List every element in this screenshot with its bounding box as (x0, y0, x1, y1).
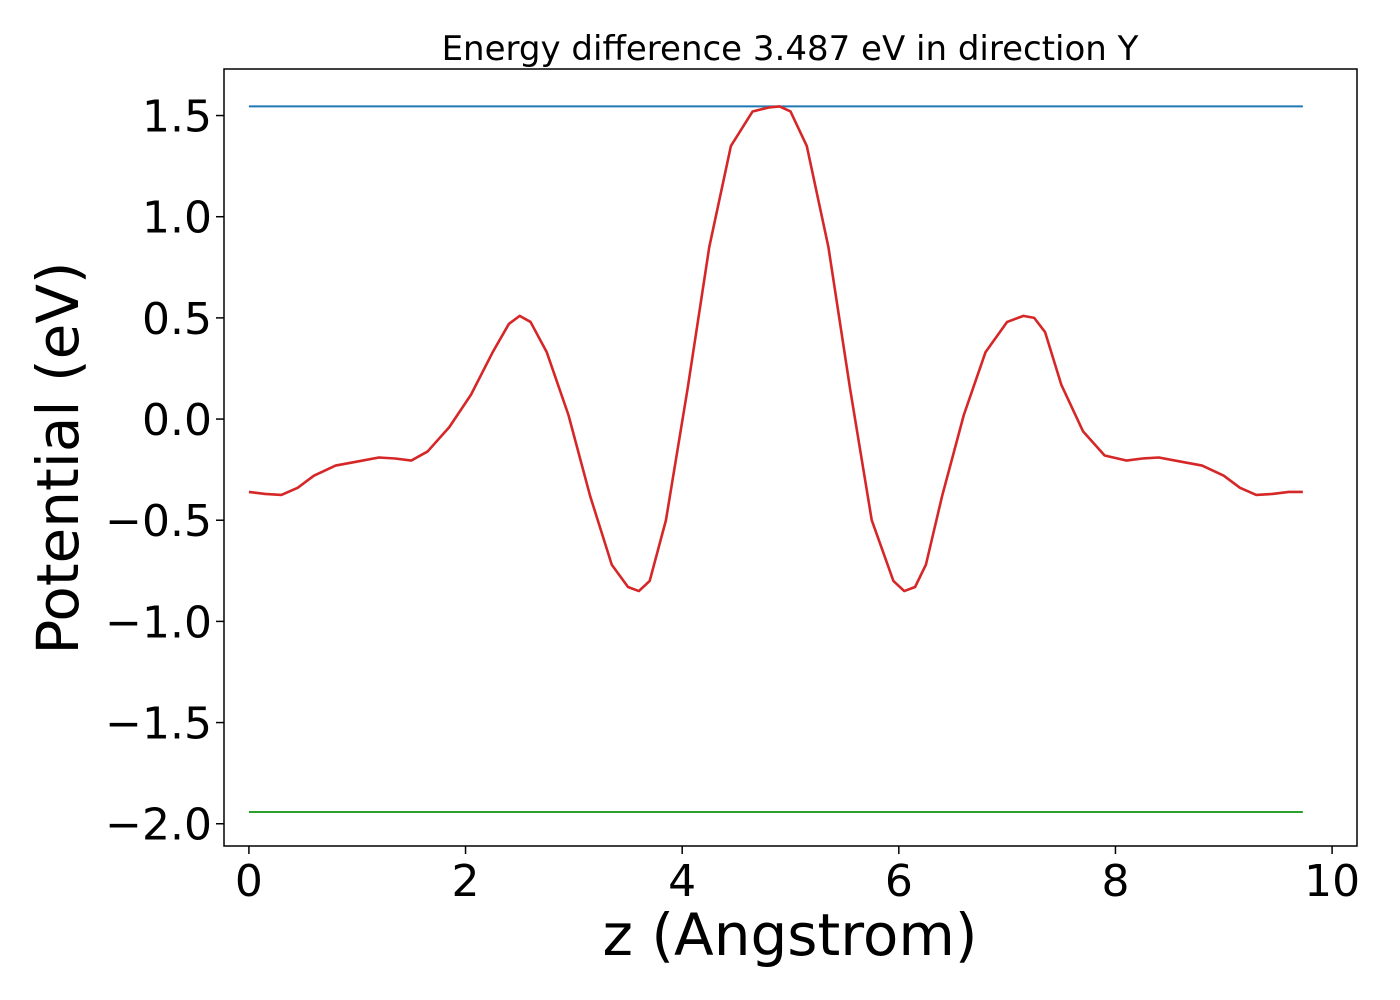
x-tick-label: 8 (1101, 856, 1129, 907)
x-tick-label: 4 (668, 856, 696, 907)
y-tick-label: −2.0 (105, 800, 212, 851)
series-layer (248, 105, 1303, 814)
x-tick-label: 0 (235, 856, 263, 907)
y-tick-label: 0.0 (142, 395, 212, 446)
plot-frame (223, 68, 1358, 847)
y-tick-label: 1.5 (142, 92, 212, 143)
x-tick-label: 6 (885, 856, 913, 907)
chart-title: Energy difference 3.487 eV in direction … (442, 29, 1139, 69)
y-axis-label: Potential (eV) (24, 261, 92, 654)
x-tick-label: 2 (452, 856, 480, 907)
y-tick-label: −1.0 (105, 597, 212, 648)
y-tick-label: 0.5 (142, 294, 212, 345)
y-tick-label: 1.0 (142, 193, 212, 244)
series-line-3 (248, 105, 1303, 593)
x-axis-ticks: 0 2 4 6 8 10 (235, 846, 1360, 907)
x-tick-label: 10 (1304, 856, 1360, 907)
y-axis-ticks: 1.5 1.0 0.5 0.0 −0.5 −1.0 −1.5 −2.0 (105, 92, 224, 851)
y-tick-label: −1.5 (105, 699, 212, 750)
x-axis-label: z (Angstrom) (603, 901, 978, 969)
y-tick-label: −0.5 (105, 496, 212, 547)
